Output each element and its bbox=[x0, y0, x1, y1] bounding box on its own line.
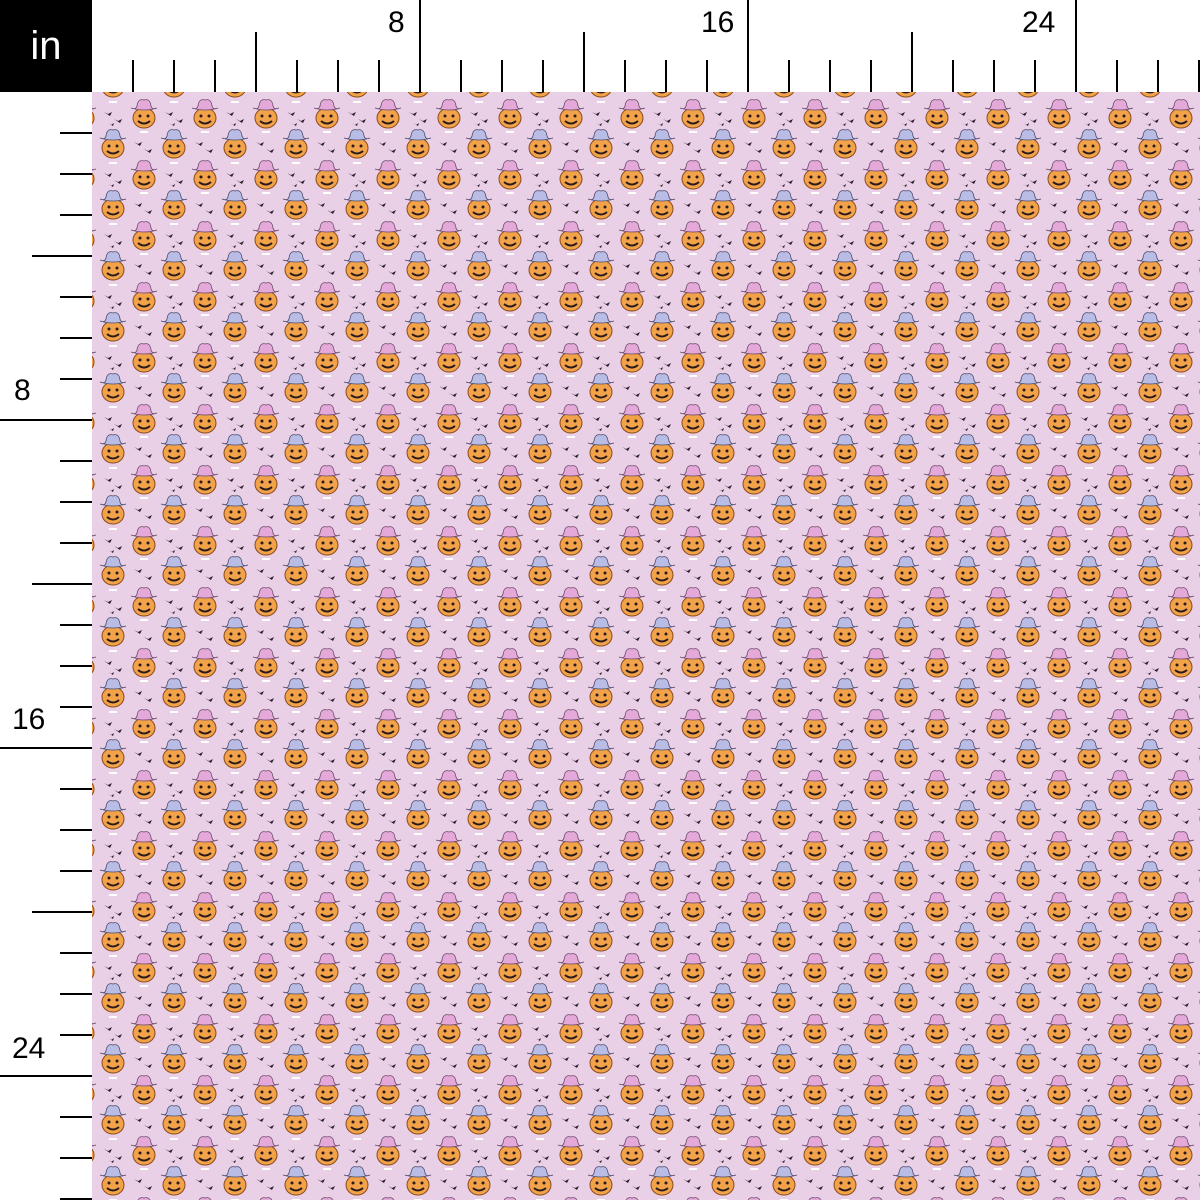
left-ruler-label-8: 8 bbox=[14, 374, 31, 407]
pattern-fill bbox=[92, 92, 1200, 1200]
left-ruler-label-24: 24 bbox=[12, 1032, 46, 1065]
left-ruler-label-16: 16 bbox=[12, 703, 46, 736]
top-ruler bbox=[132, 0, 1200, 92]
unit-label: in bbox=[0, 0, 92, 92]
left-ruler bbox=[0, 132, 92, 1200]
top-ruler-label-8: 8 bbox=[388, 6, 405, 39]
fabric-pattern-preview bbox=[92, 92, 1200, 1200]
top-ruler-label-24: 24 bbox=[1022, 6, 1056, 39]
top-ruler-label-16: 16 bbox=[701, 6, 735, 39]
